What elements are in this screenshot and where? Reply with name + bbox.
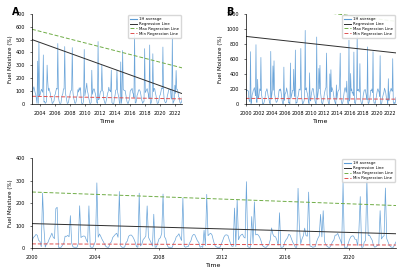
X-axis label: Time: Time [206, 263, 222, 268]
Y-axis label: Fuel Moisture (%): Fuel Moisture (%) [8, 35, 13, 83]
Y-axis label: Fuel Moisture (%): Fuel Moisture (%) [218, 35, 223, 83]
Text: B: B [226, 7, 234, 17]
X-axis label: Time: Time [313, 119, 328, 124]
Legend: 1H average, Regression Line, Max Regression Line, Min Regression Line: 1H average, Regression Line, Max Regress… [128, 15, 181, 38]
Y-axis label: Fuel Moisture (%): Fuel Moisture (%) [8, 179, 13, 227]
Legend: 1H average, Regression Line, Max Regression Line, Min Regression Line: 1H average, Regression Line, Max Regress… [342, 159, 395, 182]
X-axis label: Time: Time [100, 119, 115, 124]
Text: A: A [12, 7, 20, 17]
Legend: 1H average, Regression Line, Max Regression Line, Min Regression Line: 1H average, Regression Line, Max Regress… [342, 15, 395, 38]
